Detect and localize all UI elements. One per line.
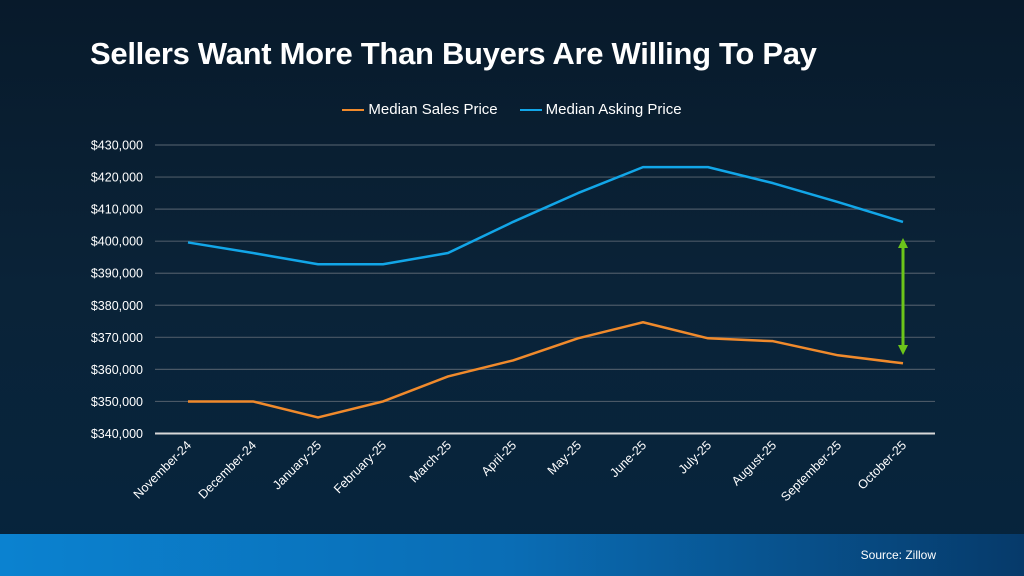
x-tick-label: January-25: [270, 438, 324, 492]
y-tick-label: $420,000: [91, 171, 143, 185]
x-tick-label: July-25: [676, 438, 714, 476]
y-tick-label: $350,000: [91, 395, 143, 409]
x-tick-label: June-25: [607, 438, 649, 480]
x-tick-label: September-25: [778, 438, 844, 504]
y-tick-label: $430,000: [91, 139, 143, 153]
y-tick-label: $390,000: [91, 267, 143, 281]
legend-swatch-asking: [519, 108, 542, 111]
legend: Median Sales Price Median Asking Price: [0, 101, 1024, 118]
x-tick-label: December-24: [196, 438, 259, 501]
series-line-asking: [187, 165, 904, 266]
legend-item-sales: Median Sales Price: [342, 101, 498, 118]
x-tick-label: February-25: [331, 438, 389, 496]
gap-arrow-head-up: [898, 238, 908, 248]
x-tick-label: October-25: [855, 438, 909, 492]
chart-title: Sellers Want More Than Buyers Are Willin…: [90, 36, 817, 71]
legend-label-sales: Median Sales Price: [368, 101, 498, 118]
y-tick-label: $400,000: [91, 235, 143, 249]
y-tick-label: $410,000: [91, 203, 143, 217]
gap-arrow-head-down: [898, 345, 908, 355]
x-tick-label: March-25: [407, 438, 454, 485]
y-tick-label: $370,000: [91, 331, 143, 345]
series-line-sales: [188, 321, 904, 419]
legend-item-asking: Median Asking Price: [519, 101, 682, 118]
x-tick-label: August-25: [729, 438, 779, 488]
legend-swatch-sales: [342, 108, 365, 111]
legend-label-asking: Median Asking Price: [545, 101, 682, 118]
source-note: Source: Zillow: [860, 548, 936, 562]
y-tick-label: $380,000: [91, 299, 143, 313]
footer-bar: Source: Zillow: [0, 534, 1024, 576]
x-tick-label: November-24: [131, 438, 194, 501]
x-tick-label: May-25: [545, 438, 584, 477]
x-tick-label: April-25: [479, 438, 519, 478]
y-tick-label: $340,000: [91, 427, 143, 441]
y-tick-label: $360,000: [91, 363, 143, 377]
